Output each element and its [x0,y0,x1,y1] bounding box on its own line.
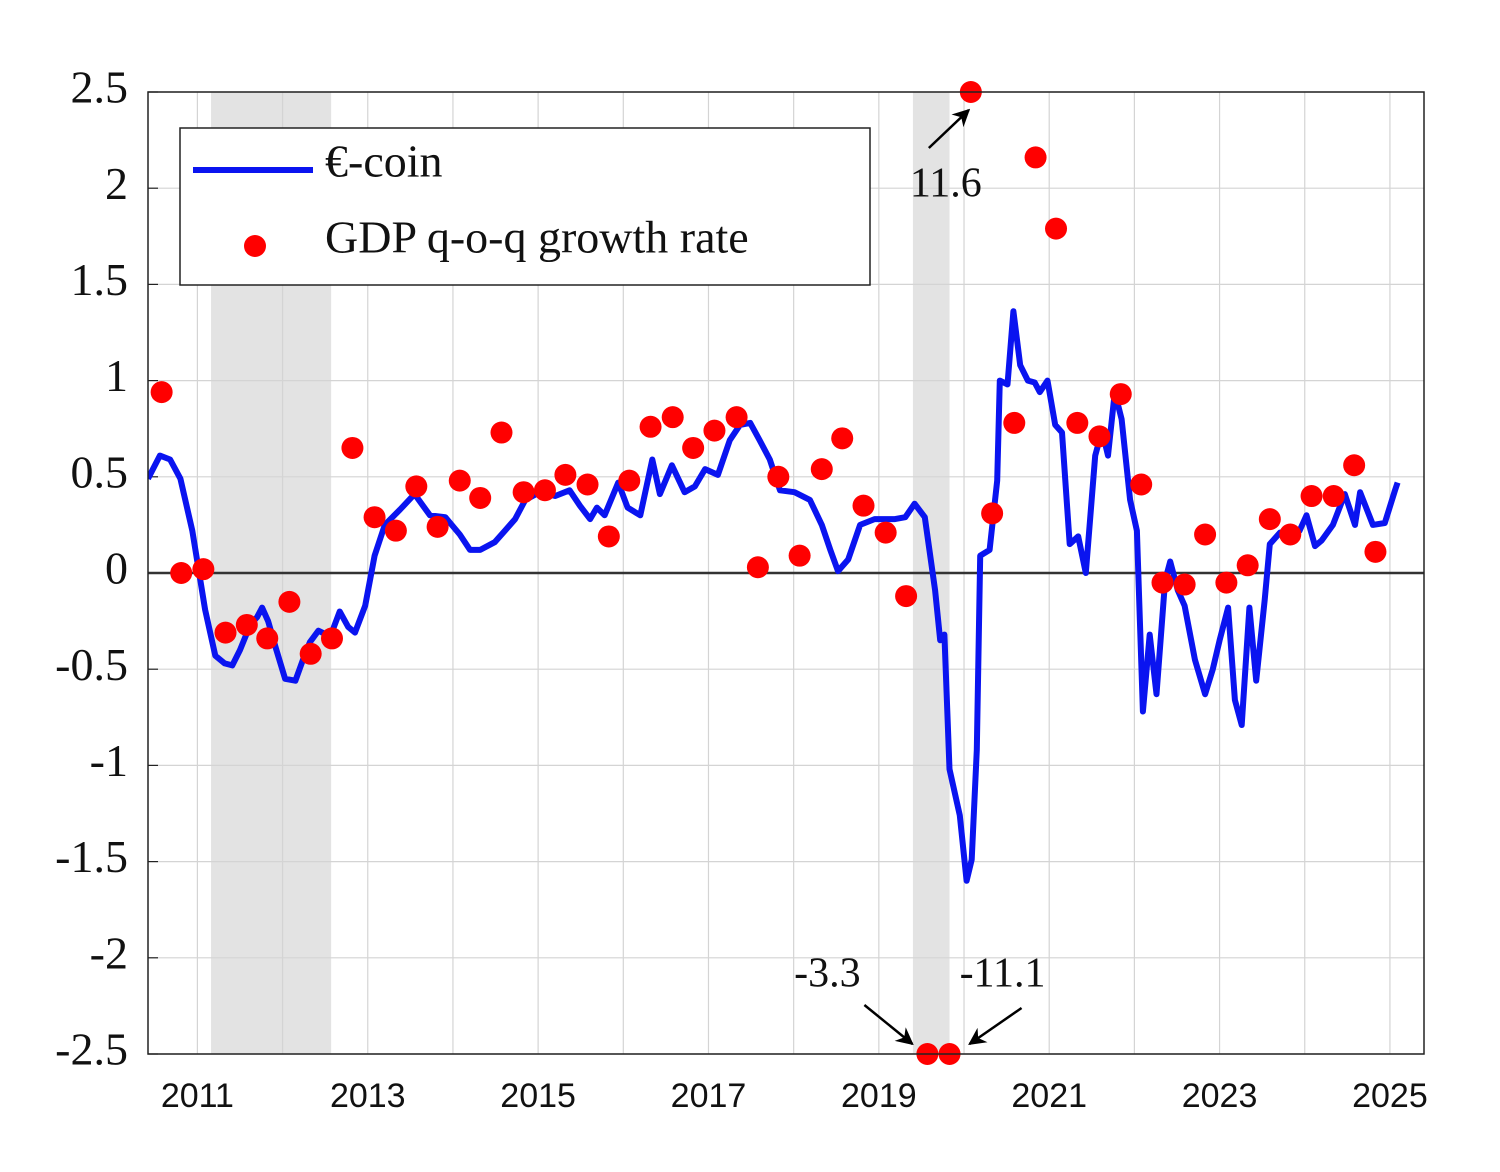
data-point [150,381,173,404]
y-tick-label: -2.5 [55,1024,128,1075]
legend-swatch [244,235,266,257]
value-label: -3.3 [794,951,861,997]
data-point [384,519,407,542]
value-label: -11.1 [960,951,1046,997]
plot-frame [147,91,1425,1055]
data-point [746,556,769,579]
data-point [895,585,918,608]
data-point [1109,383,1132,406]
data-point [576,473,599,496]
line-series [148,308,1401,884]
data-point [831,427,854,450]
y-tick-label: 2.5 [71,62,129,113]
data-point [1194,523,1217,546]
y-tick-label: 0.5 [71,446,129,497]
data-point [214,621,237,644]
y-tick-label: 2 [105,158,128,209]
data-point [1215,571,1238,594]
data-point [1258,508,1281,531]
data-point [1322,485,1345,508]
data-point [597,525,620,548]
data-point [1173,573,1196,596]
data-point [852,494,875,517]
data-point [618,469,641,492]
plot-layer: -3.3 -11.1 11.6 [148,81,1401,1065]
data-point [1024,146,1047,169]
data-point [767,465,790,488]
data-point [1066,411,1089,434]
data-point [448,469,471,492]
data-point [1151,571,1174,594]
x-tick-label: 2011 [161,1077,234,1115]
data-point [1130,473,1153,496]
legend-label: GDP q-o-q growth rate [325,212,749,263]
legend: €-coin GDP q-o-q growth rate [179,127,871,286]
data-point [363,506,386,529]
x-tick-label: 2023 [1182,1077,1258,1115]
data-point [682,436,705,459]
y-tick-label: 1 [105,350,128,401]
y-tick-label: -1.5 [55,831,128,882]
x-tick-label: 2021 [1011,1077,1087,1115]
x-tick-label: 2017 [671,1077,747,1115]
value-label: 11.6 [910,161,982,207]
data-point [725,406,748,429]
data-point [426,515,449,538]
data-point [1300,485,1323,508]
data-point [554,463,577,486]
data-point [981,502,1004,525]
y-tick-label: -2 [90,927,128,978]
data-point [1364,540,1387,563]
data-point [703,419,726,442]
data-point [320,627,343,650]
data-point [512,481,535,504]
data-point [256,627,279,650]
data-point [192,558,215,581]
data-point [235,613,258,636]
data-point [1236,554,1259,577]
data-point [1343,454,1366,477]
data-point [469,486,492,509]
y-tick-label: -0.5 [55,639,128,690]
data-point [533,479,556,502]
data-point [1045,217,1068,240]
annotation-arrow [927,108,971,149]
x-tick-label: 2015 [500,1077,576,1115]
data-point [278,590,301,613]
y-tick-label: -1 [90,735,128,786]
data-point [170,562,193,584]
data-point [639,415,662,438]
annotation-arrow [863,1004,914,1046]
data-point [788,544,811,567]
y-tick-label: 1.5 [71,254,129,305]
data-point [1279,523,1302,546]
annotation-arrow [968,1006,1023,1046]
x-tick-label: 2025 [1352,1077,1428,1115]
data-point [1003,411,1026,434]
data-point [874,521,897,544]
data-point [490,421,513,444]
data-point [1088,425,1111,448]
data-point [299,642,322,665]
data-point [661,406,684,429]
data-point [810,458,833,481]
legend-box [179,127,871,286]
x-tick-label: 2019 [841,1077,917,1115]
legend-label: €-coin [325,136,443,187]
x-tick-label: 2013 [330,1077,406,1115]
data-point [341,436,364,459]
y-tick-label: 0 [105,543,128,594]
data-point [405,475,428,498]
